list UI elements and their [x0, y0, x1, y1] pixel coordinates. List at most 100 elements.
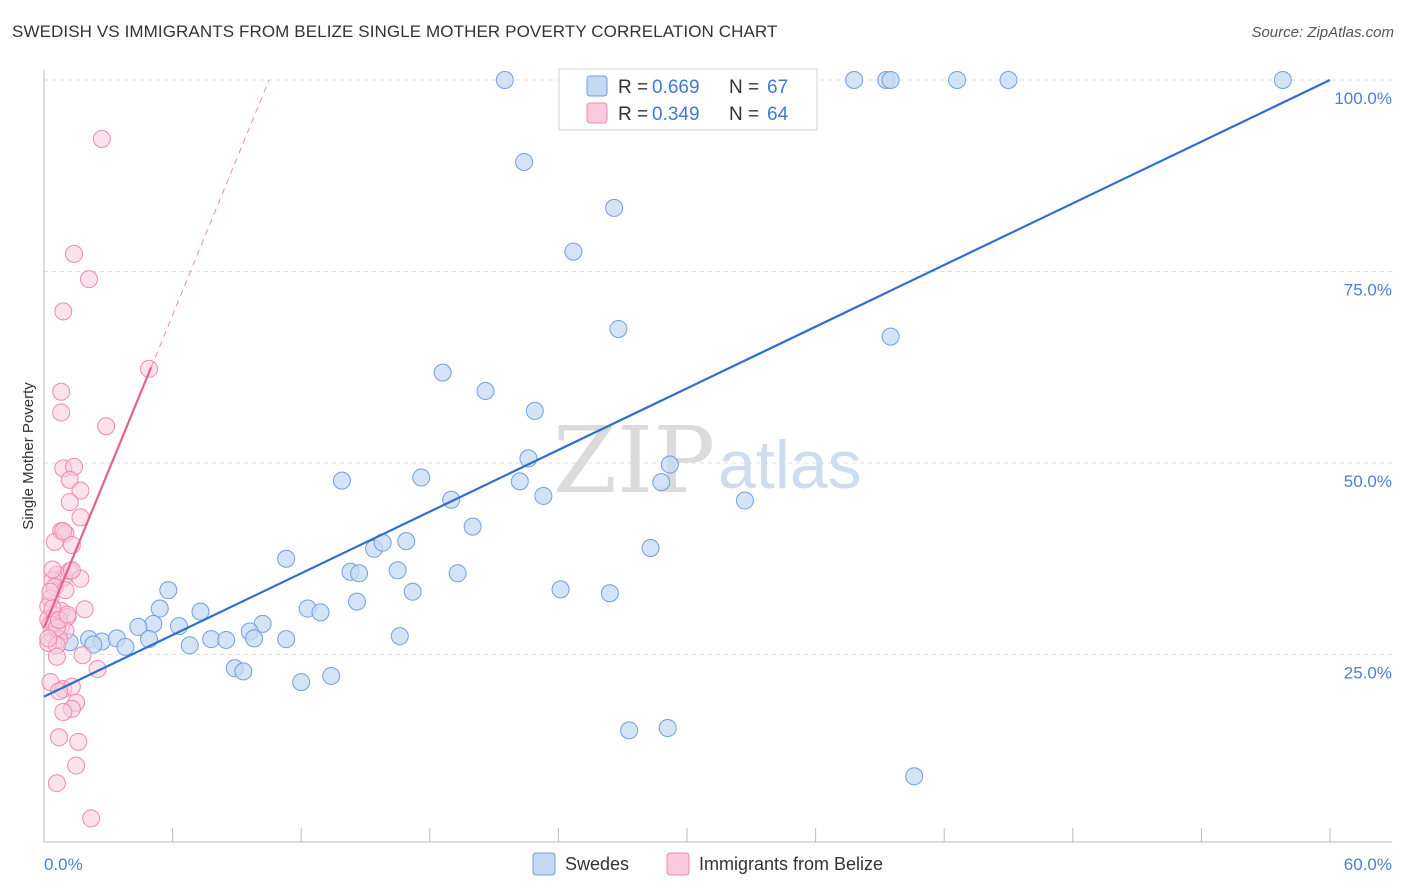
point-belize	[54, 302, 73, 321]
legend-r-label-belize: R =	[618, 104, 648, 125]
point-belize	[58, 605, 77, 624]
point-belize	[52, 403, 71, 422]
x-tick-label-min: 0.0%	[44, 855, 83, 874]
point-swedes	[999, 71, 1018, 89]
y-tick-label-50: 50.0%	[1344, 472, 1392, 491]
legend-r-label-swedes: R =	[618, 77, 648, 98]
point-swedes	[620, 721, 639, 740]
bottom-legend-swatch-belize	[666, 852, 690, 876]
point-swedes	[845, 71, 864, 89]
point-swedes	[495, 71, 514, 89]
point-swedes	[159, 581, 178, 600]
point-swedes	[658, 719, 677, 738]
point-swedes	[948, 71, 967, 89]
point-belize	[60, 470, 79, 489]
y-axis-label: Single Mother Poverty	[20, 382, 37, 530]
point-swedes	[641, 539, 660, 558]
point-belize	[54, 522, 73, 541]
y-tick-label-100: 100.0%	[1334, 89, 1392, 108]
point-swedes	[448, 564, 467, 583]
point-swedes	[311, 603, 330, 622]
point-belize	[69, 732, 88, 751]
point-swedes	[652, 473, 671, 492]
point-swedes	[180, 636, 199, 655]
point-belize	[52, 382, 71, 401]
stats-legend: R = 0.669 N = 67 R = 0.349 N = 64	[558, 68, 818, 131]
point-swedes	[390, 627, 409, 646]
x-axis-ticks	[43, 828, 1331, 842]
point-swedes	[234, 662, 253, 681]
point-swedes	[1273, 71, 1292, 89]
point-swedes	[600, 584, 619, 603]
legend-n-label-belize: N =	[729, 104, 759, 125]
point-belize	[75, 600, 94, 619]
trend-line-belize-extension	[150, 79, 270, 368]
point-swedes	[347, 592, 366, 611]
point-swedes	[510, 472, 529, 491]
legend-swatch-swedes	[586, 75, 608, 97]
y-tick-label-75: 75.0%	[1344, 281, 1392, 300]
point-swedes	[476, 381, 495, 400]
point-swedes	[442, 490, 461, 509]
point-swedes	[322, 666, 341, 685]
source-label: Source: ZipAtlas.com	[1251, 24, 1394, 41]
point-swedes	[605, 198, 624, 217]
point-swedes	[144, 614, 163, 633]
legend-n-value-swedes: 67	[767, 77, 788, 98]
point-swedes	[525, 401, 544, 420]
legend-swatch-belize	[586, 102, 608, 124]
point-swedes	[403, 582, 422, 601]
point-swedes	[388, 561, 407, 580]
point-swedes	[433, 363, 452, 382]
point-swedes	[217, 630, 236, 649]
trend-line-swedes	[43, 79, 1331, 698]
point-swedes	[412, 468, 431, 487]
point-belize	[43, 560, 62, 579]
point-belize	[65, 244, 84, 263]
point-belize	[47, 647, 66, 666]
watermark-zip: ZIP	[553, 407, 715, 514]
point-belize	[82, 809, 101, 828]
point-swedes	[905, 767, 924, 786]
point-swedes	[397, 532, 416, 551]
point-swedes	[84, 635, 103, 654]
y-tick-labels: 25.0% 50.0% 75.0% 100.0%	[1334, 89, 1392, 683]
series-belize-points	[39, 129, 159, 828]
point-swedes	[350, 564, 369, 583]
point-belize	[71, 481, 90, 500]
point-swedes	[463, 517, 482, 536]
point-swedes	[202, 630, 221, 649]
series-legend: Swedes Immigrants from Belize	[532, 852, 883, 876]
point-swedes	[881, 71, 900, 89]
point-swedes	[245, 629, 264, 648]
point-swedes	[534, 486, 553, 505]
point-belize	[73, 646, 92, 665]
y-tick-label-25: 25.0%	[1344, 664, 1392, 683]
point-belize	[39, 629, 58, 648]
legend-r-value-swedes: 0.669	[652, 77, 700, 98]
x-tick-label-max: 60.0%	[1344, 855, 1392, 874]
watermark: ZIP atlas	[553, 407, 862, 514]
watermark-atlas: atlas	[718, 427, 862, 503]
point-swedes	[564, 242, 583, 261]
chart-title: SWEDISH VS IMMIGRANTS FROM BELIZE SINGLE…	[12, 22, 778, 41]
point-swedes	[150, 599, 169, 618]
point-swedes	[292, 673, 311, 692]
legend-r-value-belize: 0.349	[652, 104, 700, 125]
point-swedes	[609, 319, 628, 338]
trend-line-belize	[42, 366, 153, 629]
legend-n-label-swedes: N =	[729, 77, 759, 98]
point-swedes	[277, 630, 296, 649]
bottom-legend-swatch-swedes	[532, 852, 556, 876]
point-belize	[47, 774, 66, 793]
point-belize	[80, 270, 99, 289]
point-belize	[67, 756, 86, 775]
point-swedes	[660, 455, 679, 474]
point-swedes	[116, 637, 135, 656]
bottom-legend-label-swedes: Swedes	[565, 854, 629, 874]
point-swedes	[551, 580, 570, 599]
point-belize	[54, 702, 73, 721]
bottom-legend-label-belize: Immigrants from Belize	[699, 854, 883, 874]
point-belize	[50, 728, 69, 747]
